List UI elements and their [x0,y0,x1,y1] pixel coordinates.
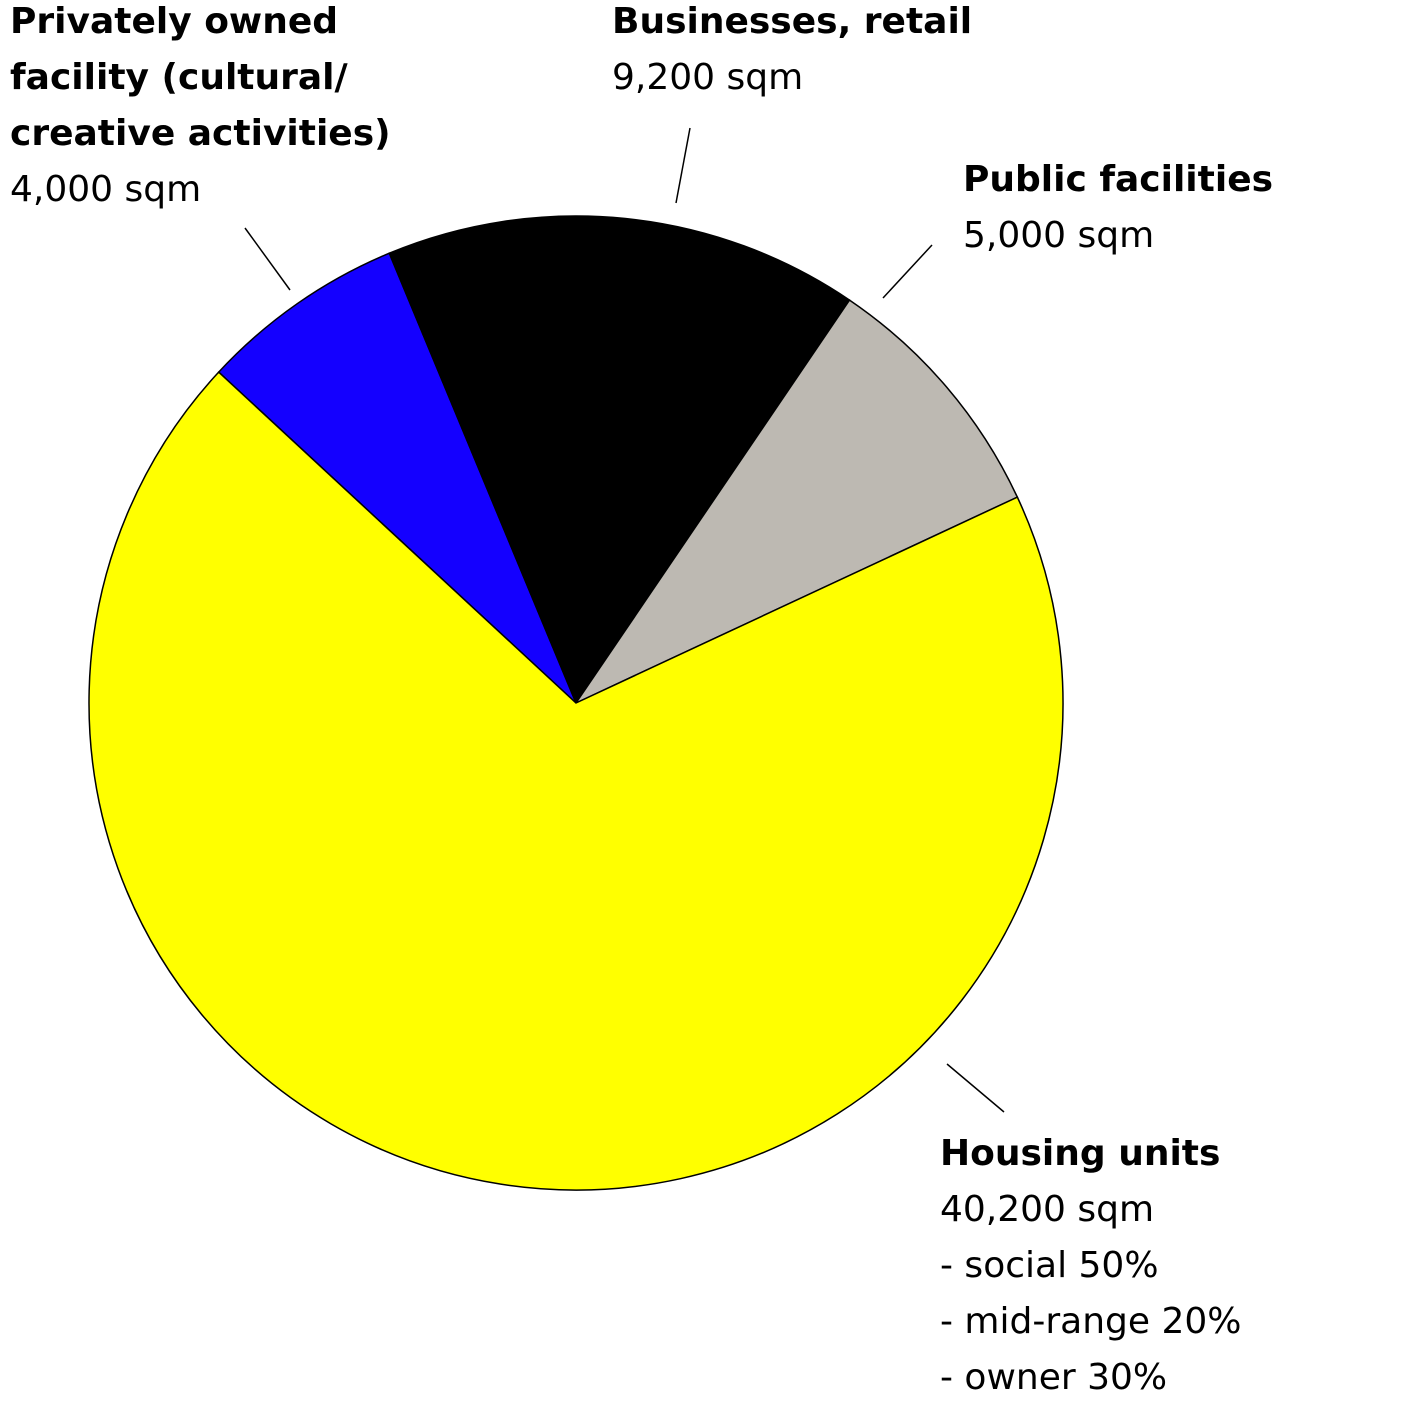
detail: - owner 30% [940,1357,1168,1398]
pie-slice [88,371,1064,1191]
pie-slice [388,215,851,705]
value-label: 5,000 sqm [963,215,1155,256]
value-label: 9,200 sqm [612,57,804,98]
leader-line [244,227,291,291]
leader-line [946,1063,1005,1113]
leader-line [675,127,691,204]
slice-label: Public facilities 5,000 sqm [963,152,1403,264]
leader-line [882,244,933,299]
slice-label: Housing units 40,200 sqm - social 50% - mid… [940,1126,1410,1406]
slice-name: Housing units [940,1133,1221,1174]
slice-name: Privately owned facility (cultural/ crea… [10,1,391,154]
slice-label: Businesses, retail 9,200 sqm [612,0,1112,106]
detail: - social 50% [940,1245,1159,1286]
detail: - mid-range 20% [940,1301,1242,1342]
pie-slice [573,299,1019,705]
value-label: 4,000 sqm [10,169,202,210]
slice-label: Privately owned facility (cultural/ crea… [10,0,450,218]
slice-name: Businesses, retail [612,1,973,42]
slice-name: Public facilities [963,159,1274,200]
value-label: 40,200 sqm [940,1189,1155,1230]
pie-slice [217,252,577,704]
